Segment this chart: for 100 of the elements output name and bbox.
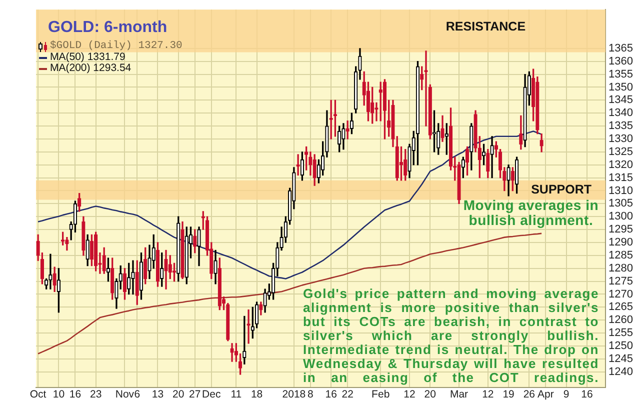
y-tick-label: 1270 [608, 288, 634, 300]
x-tick-label: 6 [134, 388, 140, 401]
y-tick-label: 1325 [608, 146, 634, 158]
legend-label: MA(50) 1331.79 [50, 51, 126, 63]
candlestick [382, 79, 387, 140]
x-tick-label: 22 [342, 388, 354, 401]
candlestick [416, 61, 420, 166]
y-tick-label: 1265 [608, 301, 634, 314]
candlestick [148, 244, 152, 280]
x-tick-label: 19 [502, 388, 515, 401]
candlestick [329, 100, 333, 140]
candlestick [490, 136, 494, 178]
y-tick-label: 1350 [608, 81, 634, 94]
annotation: Moving averages in bullish alignment. [462, 197, 600, 228]
candlestick [144, 247, 148, 284]
y-tick-label: 1365 [608, 42, 634, 54]
candlestick [176, 216, 180, 282]
x-tick-label: 18 [250, 388, 263, 401]
y-tick-label: 1275 [608, 275, 634, 288]
candlestick [94, 232, 98, 272]
y-tick-label: 1260 [608, 314, 634, 326]
x-tick-label: 23 [90, 388, 102, 401]
candlestick [333, 100, 338, 137]
band-label: SUPPORT [531, 182, 592, 197]
candlestick [122, 268, 127, 300]
x-tick-label: 13 [152, 388, 164, 401]
candlestick [184, 226, 188, 284]
x-tick-label: 16 [581, 388, 593, 401]
y-tick-label: 1300 [608, 210, 634, 223]
candlestick [135, 260, 139, 305]
candlestick [102, 247, 106, 274]
candlestick [523, 74, 527, 148]
candlestick [465, 146, 470, 176]
y-tick-label: 1290 [608, 236, 634, 249]
candlestick [48, 254, 52, 290]
y-tick-label: 1295 [608, 224, 634, 236]
y-tick-label: 1330 [608, 133, 634, 146]
legend-label: MA(200) 1293.54 [50, 62, 132, 74]
x-tick-label: 8 [308, 388, 314, 401]
candlestick [56, 268, 61, 313]
y-tick-label: 1315 [608, 172, 634, 184]
candlestick [164, 250, 168, 290]
y-tick-label: 1335 [608, 120, 634, 132]
candlestick [370, 86, 374, 124]
x-tick-label: 9 [563, 388, 570, 401]
y-tick-label: 1255 [608, 327, 634, 340]
candlestick [160, 252, 164, 287]
candlestick [86, 234, 90, 266]
candlestick [506, 164, 510, 196]
candlestick [193, 229, 197, 254]
candlestick [218, 258, 222, 310]
y-tick-label: 1320 [608, 158, 634, 171]
candlestick [470, 123, 474, 170]
x-tick-label: 12 [404, 388, 416, 401]
candlestick [514, 156, 519, 194]
y-tick-label: 1305 [608, 198, 634, 210]
candlestick [180, 221, 184, 280]
candlestick [110, 258, 114, 300]
y-tick-label: 1310 [608, 184, 634, 197]
y-tick-label: 1340 [608, 107, 634, 120]
y-tick-label: 1285 [608, 249, 634, 262]
band-label: RESISTANCE [446, 19, 526, 34]
legend-label: $GOLD (Daily) 1327.30 [50, 40, 182, 52]
x-tick-label: 10 [52, 388, 65, 401]
candlestick [139, 252, 144, 300]
candlestick [65, 236, 69, 251]
x-tick-label: 26 [523, 388, 536, 401]
annotation: Gold's price pattern and moving average alignment is more positive than silver's but its COTs are bearish, in contrast to silver's which are strongly bullish. Intermediate trend is neutral. The drop on Wednesday & Thursday will have resulted in an easing of the COT readings. [303, 286, 599, 386]
candlestick [127, 262, 131, 295]
candlestick [226, 302, 230, 342]
candlestick [214, 250, 218, 284]
y-tick-label: 1355 [608, 68, 634, 80]
candlestick [246, 309, 250, 344]
candlestick [197, 226, 201, 266]
candlestick [374, 102, 378, 122]
x-tick-label: 20 [172, 388, 184, 401]
candlestick [461, 156, 465, 178]
x-tick-label: 12 [482, 388, 494, 401]
y-tick-label: 1250 [608, 340, 634, 352]
x-tick-label: 27 [189, 388, 201, 401]
x-tick-label: Dec [202, 388, 221, 401]
candlestick [536, 76, 540, 134]
candlestick [457, 162, 461, 204]
x-tick-label: Feb [372, 388, 390, 401]
candlestick [436, 123, 440, 155]
x-tick-label: 16 [325, 388, 338, 401]
x-tick-label: Apr [538, 388, 554, 401]
x-tick-label: Nov [115, 388, 135, 401]
x-tick-label: 20 [424, 388, 436, 401]
candlestick [342, 123, 346, 150]
text: GOLD: 6-month [48, 19, 168, 36]
candlestick [230, 343, 234, 362]
candlestick [131, 260, 135, 295]
x-tick-label: 2018 [282, 388, 306, 401]
x-tick-label: 11 [230, 388, 242, 401]
candlestick [156, 242, 160, 287]
x-tick-label: 16 [69, 388, 82, 401]
x-tick-label: Oct [30, 388, 46, 401]
candlestick [259, 302, 263, 316]
y-tick-label: 1345 [608, 94, 634, 106]
